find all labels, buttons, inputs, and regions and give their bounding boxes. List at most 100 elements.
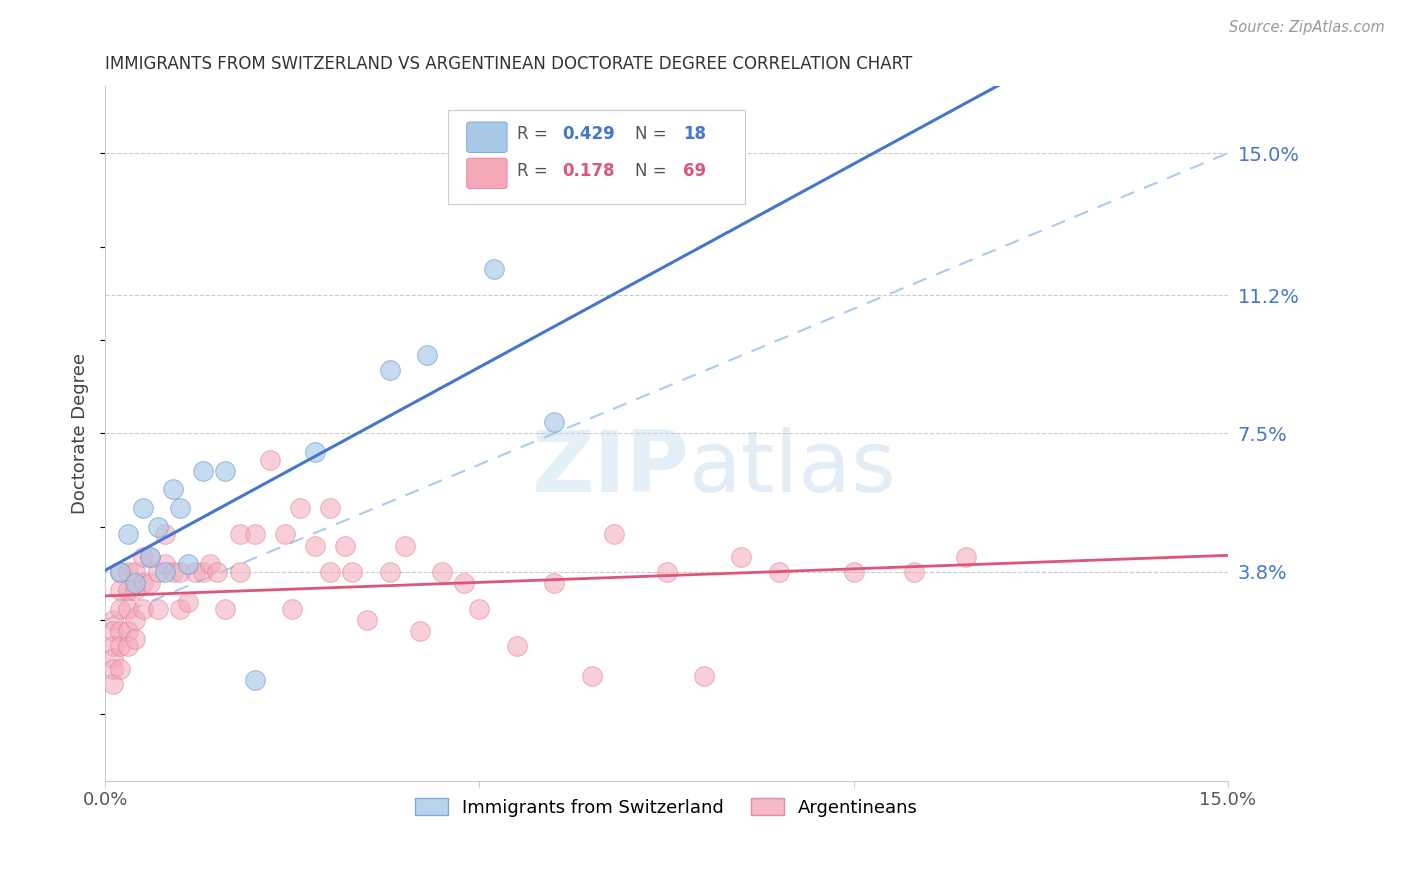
Point: [131, 575, 153, 590]
Point: [693, 669, 716, 683]
Point: [214, 602, 236, 616]
Point: [191, 464, 214, 478]
Point: [543, 415, 565, 429]
Text: R =: R =: [517, 162, 553, 180]
Point: [730, 549, 752, 564]
Text: IMMIGRANTS FROM SWITZERLAND VS ARGENTINEAN DOCTORATE DEGREE CORRELATION CHART: IMMIGRANTS FROM SWITZERLAND VS ARGENTINE…: [105, 55, 912, 73]
Point: [243, 527, 266, 541]
Point: [117, 583, 139, 598]
Point: [162, 483, 184, 497]
Legend: Immigrants from Switzerland, Argentineans: Immigrants from Switzerland, Argentinean…: [408, 791, 925, 824]
Point: [124, 583, 146, 598]
Point: [176, 594, 198, 608]
Point: [131, 602, 153, 616]
Point: [169, 602, 191, 616]
Point: [543, 575, 565, 590]
Point: [184, 565, 207, 579]
Point: [304, 445, 326, 459]
Point: [903, 565, 925, 579]
Point: [319, 565, 342, 579]
Point: [340, 565, 363, 579]
Point: [207, 565, 229, 579]
Point: [394, 539, 416, 553]
Point: [108, 662, 131, 676]
Point: [108, 565, 131, 579]
Text: Source: ZipAtlas.com: Source: ZipAtlas.com: [1229, 20, 1385, 35]
Point: [581, 669, 603, 683]
Point: [124, 565, 146, 579]
Point: [101, 662, 124, 676]
Point: [117, 527, 139, 541]
Text: R =: R =: [517, 126, 553, 144]
Point: [259, 452, 281, 467]
Point: [146, 520, 169, 534]
FancyBboxPatch shape: [447, 110, 745, 204]
Point: [146, 565, 169, 579]
Point: [124, 632, 146, 646]
Point: [304, 539, 326, 553]
Point: [117, 624, 139, 639]
Point: [229, 565, 252, 579]
Point: [101, 677, 124, 691]
Point: [603, 527, 626, 541]
Point: [108, 565, 131, 579]
Point: [153, 527, 176, 541]
Point: [274, 527, 297, 541]
Point: [101, 640, 124, 654]
Point: [955, 549, 977, 564]
Point: [191, 565, 214, 579]
Point: [117, 565, 139, 579]
Point: [108, 602, 131, 616]
Point: [108, 624, 131, 639]
FancyBboxPatch shape: [467, 122, 508, 153]
Point: [378, 565, 401, 579]
Point: [506, 640, 529, 654]
Point: [176, 558, 198, 572]
Point: [655, 565, 678, 579]
Point: [153, 558, 176, 572]
Point: [124, 613, 146, 627]
Y-axis label: Doctorate Degree: Doctorate Degree: [72, 353, 89, 514]
Point: [131, 501, 153, 516]
Point: [124, 575, 146, 590]
Point: [333, 539, 356, 553]
Point: [842, 565, 865, 579]
Point: [153, 565, 176, 579]
Point: [108, 640, 131, 654]
Text: N =: N =: [636, 126, 672, 144]
Text: 69: 69: [683, 162, 707, 180]
Point: [243, 673, 266, 687]
Point: [416, 348, 439, 362]
Point: [139, 549, 162, 564]
Point: [288, 501, 311, 516]
Point: [169, 565, 191, 579]
Point: [117, 602, 139, 616]
Point: [198, 558, 221, 572]
Text: atlas: atlas: [689, 426, 897, 509]
Point: [162, 565, 184, 579]
Point: [378, 363, 401, 377]
Point: [430, 565, 453, 579]
Point: [484, 262, 506, 277]
Point: [468, 602, 491, 616]
Point: [117, 640, 139, 654]
Point: [101, 613, 124, 627]
Point: [356, 613, 378, 627]
Point: [169, 501, 191, 516]
Point: [108, 583, 131, 598]
Point: [101, 650, 124, 665]
Point: [101, 624, 124, 639]
Point: [453, 575, 475, 590]
Point: [139, 575, 162, 590]
Point: [408, 624, 430, 639]
Text: N =: N =: [636, 162, 672, 180]
Point: [281, 602, 304, 616]
Text: 0.178: 0.178: [562, 162, 614, 180]
Text: 18: 18: [683, 126, 706, 144]
Text: ZIP: ZIP: [531, 426, 689, 509]
FancyBboxPatch shape: [467, 158, 508, 189]
Point: [146, 602, 169, 616]
Point: [229, 527, 252, 541]
Point: [139, 549, 162, 564]
Point: [319, 501, 342, 516]
